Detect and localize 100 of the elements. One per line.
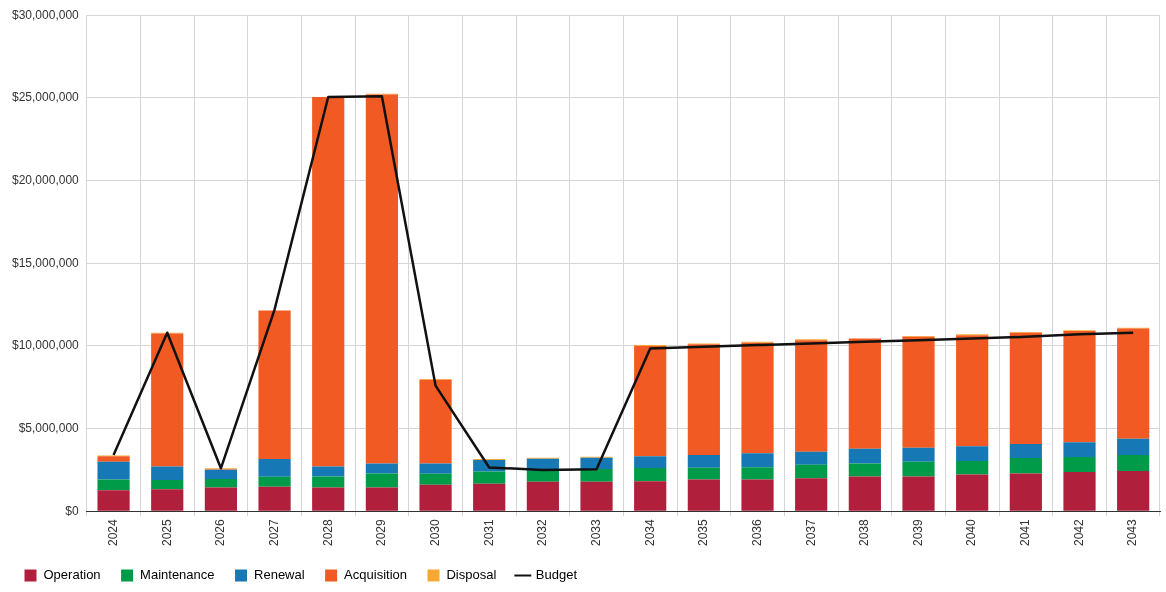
y-tick-label: $25,000,000 xyxy=(12,90,80,105)
legend-label: Acquisition xyxy=(344,567,407,583)
bar xyxy=(419,379,452,464)
y-tick-label: $15,000,000 xyxy=(12,255,80,270)
bar xyxy=(151,480,184,490)
x-tick-label: 2041 xyxy=(1018,518,1033,547)
bar xyxy=(1063,456,1096,472)
x-tick-label: 2040 xyxy=(964,518,979,547)
bar xyxy=(365,463,398,474)
bar xyxy=(1117,438,1150,456)
bar xyxy=(473,483,506,511)
bar xyxy=(634,481,667,511)
bar xyxy=(687,344,720,456)
bar xyxy=(526,481,559,511)
x-tick-label: 2024 xyxy=(105,518,120,547)
bar xyxy=(634,467,667,482)
bar xyxy=(312,97,345,467)
bar xyxy=(687,455,720,468)
bar xyxy=(1117,455,1150,471)
bar xyxy=(902,336,935,448)
bar xyxy=(795,340,828,452)
legend-label: Operation xyxy=(43,567,101,583)
bar xyxy=(365,487,398,511)
bar xyxy=(312,476,345,488)
y-tick-label: $20,000,000 xyxy=(12,172,80,187)
x-tick-label: 2042 xyxy=(1071,518,1086,547)
bar xyxy=(258,476,291,487)
x-tick-label: 2034 xyxy=(642,518,657,547)
bar xyxy=(848,463,881,477)
bar xyxy=(1009,473,1042,511)
x-tick-label: 2033 xyxy=(588,518,603,547)
bar xyxy=(795,451,828,465)
bar xyxy=(580,468,613,482)
bar xyxy=(634,345,667,457)
bar xyxy=(956,446,989,462)
x-tick-label: 2031 xyxy=(481,518,496,547)
bar xyxy=(956,461,989,475)
y-tick-label: $30,000,000 xyxy=(12,7,80,22)
x-tick-label: 2032 xyxy=(535,518,550,547)
bar xyxy=(204,487,237,511)
bar xyxy=(902,461,935,477)
bar xyxy=(1009,332,1042,444)
x-tick-label: 2043 xyxy=(1125,518,1140,547)
bar xyxy=(204,469,237,479)
x-tick-label: 2035 xyxy=(696,518,711,547)
bar xyxy=(97,456,130,462)
x-tick-label: 2029 xyxy=(374,518,389,547)
bar xyxy=(258,310,291,460)
bar xyxy=(419,484,452,511)
y-tick-label: $5,000,000 xyxy=(18,420,80,435)
bar xyxy=(741,342,774,454)
bar xyxy=(687,479,720,511)
bar xyxy=(151,333,184,467)
bar xyxy=(848,448,881,464)
bar xyxy=(848,338,881,449)
bar xyxy=(1063,331,1096,443)
bar xyxy=(956,335,989,447)
bar xyxy=(687,467,720,480)
x-tick-label: 2037 xyxy=(803,518,818,547)
bar xyxy=(795,464,828,479)
legend-label: Maintenance xyxy=(140,567,215,583)
x-tick-label: 2027 xyxy=(266,518,281,547)
x-tick-label: 2039 xyxy=(910,518,925,547)
x-tick-label: 2036 xyxy=(749,518,764,547)
bar xyxy=(580,481,613,511)
bar xyxy=(741,467,774,480)
bar xyxy=(795,478,828,511)
bar xyxy=(204,478,237,488)
bar xyxy=(634,456,667,468)
bar xyxy=(902,447,935,462)
bar xyxy=(1009,444,1042,459)
bar xyxy=(473,471,506,484)
y-tick-label: $10,000,000 xyxy=(12,338,80,353)
bar xyxy=(97,490,130,511)
bar xyxy=(97,479,130,491)
bar xyxy=(1117,328,1150,439)
x-tick-label: 2038 xyxy=(857,518,872,547)
bar xyxy=(419,463,452,474)
bar xyxy=(151,489,184,511)
bar xyxy=(419,473,452,485)
bar xyxy=(956,474,989,511)
bar xyxy=(365,94,398,464)
x-tick-label: 2030 xyxy=(427,518,442,547)
bar xyxy=(902,476,935,511)
bar xyxy=(848,476,881,511)
legend-label: Disposal xyxy=(446,567,497,583)
bar xyxy=(151,466,184,481)
bar xyxy=(97,461,130,480)
bar xyxy=(365,473,398,488)
bar xyxy=(1063,442,1096,457)
bar xyxy=(1117,470,1150,511)
bar xyxy=(1063,471,1096,511)
bar xyxy=(741,479,774,511)
legend-label: Budget xyxy=(535,567,578,583)
bar xyxy=(741,453,774,468)
bar xyxy=(258,459,291,477)
bar xyxy=(312,466,345,477)
x-tick-label: 2028 xyxy=(320,518,335,547)
y-tick-label: $0 xyxy=(65,503,80,518)
legend-label: Renewal xyxy=(254,567,305,583)
